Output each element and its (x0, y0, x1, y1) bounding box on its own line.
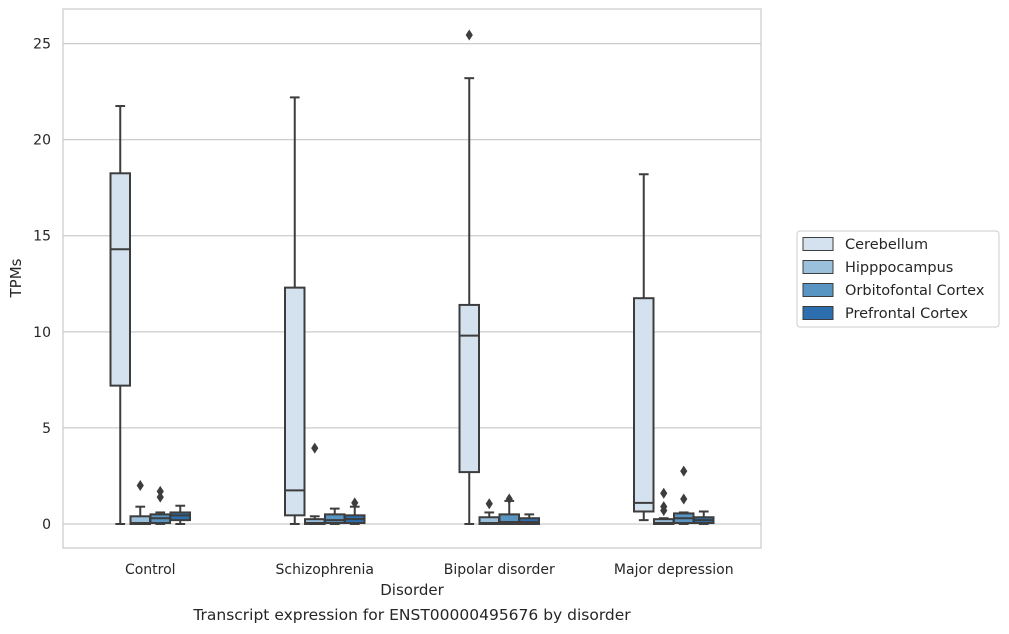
x-tick-label-2: Schizophrenia (276, 562, 374, 578)
box-cerebellum-control (109, 105, 131, 525)
iqr-box (324, 513, 346, 525)
box-cerebellum-schizophrenia (284, 96, 306, 525)
y-tick-label-5: 5 (42, 421, 51, 437)
legend: Cerebellum Hipppocampus Orbitofontal Corte… (796, 230, 1000, 328)
x-axis-ticks: Control Schizophrenia Bipolar disorder Majo… (125, 562, 734, 578)
legend-item-hipppocampus-swatch (802, 260, 834, 274)
outlier-point-1 (351, 497, 359, 509)
legend-frame (796, 230, 1000, 328)
iqr-box (633, 297, 655, 513)
y-tick-label-15: 15 (33, 229, 51, 245)
box-cerebellum-bipolar-disorder (458, 29, 480, 525)
x-axis-label: Disorder (380, 581, 444, 599)
box-hipppocampus-schizophrenia (304, 442, 326, 525)
legend-item-cerebellum-label: Cerebellum (845, 237, 928, 253)
y-tick-label-0: 0 (42, 517, 51, 533)
legend-item-prefrontal-cortex-label: Prefrontal Cortex (845, 306, 968, 322)
y-tick-label-25: 25 (33, 37, 51, 53)
box-orbitofontal-cortex-control (149, 485, 171, 525)
grid-lines (63, 42, 761, 525)
iqr-box (284, 286, 306, 517)
outlier-point-1 (156, 491, 164, 503)
outlier-point-3 (660, 487, 668, 499)
box-prefrontal-cortex-bipolar-disorder (518, 513, 540, 525)
legend-item-prefrontal-cortex-swatch (802, 306, 834, 320)
box-orbitofontal-cortex-bipolar-disorder (498, 493, 520, 525)
y-tick-label-20: 20 (33, 133, 51, 149)
plot-frame (62, 8, 762, 549)
legend-item-orbitofontal-cortex-label: Orbitofontal Cortex (845, 283, 985, 299)
box-prefrontal-cortex-schizophrenia (344, 497, 366, 525)
box-hipppocampus-major-depression (653, 487, 675, 525)
legend-item-hipppocampus-label: Hipppocampus (845, 260, 953, 276)
plot-marks (109, 29, 715, 525)
outlier-point-1 (465, 29, 473, 41)
x-tick-label-4: Major depression (614, 562, 734, 578)
legend-item-orbitofontal-cortex-swatch (802, 283, 834, 297)
iqr-box (109, 172, 131, 387)
y-axis-label: TPMs (7, 258, 25, 298)
outlier-point-2 (156, 485, 164, 497)
box-prefrontal-cortex-control (169, 504, 191, 525)
outlier-point-1 (485, 498, 493, 510)
box-prefrontal-cortex-major-depression (693, 510, 715, 525)
outlier-point-2 (680, 465, 688, 477)
box-hipppocampus-bipolar-disorder (478, 498, 500, 525)
outlier-point-1 (311, 442, 319, 454)
box-orbitofontal-cortex-schizophrenia (324, 507, 346, 525)
iqr-box (458, 303, 480, 474)
x-tick-label-3: Bipolar disorder (444, 562, 555, 578)
outlier-point-2 (660, 501, 668, 513)
box-hipppocampus-control (129, 480, 151, 525)
chart-caption: Transcript expression for ENST0000049567… (193, 606, 631, 624)
y-axis-ticks: 0 5 10 15 20 25 (33, 37, 51, 533)
outlier-point-1 (505, 493, 513, 505)
box-orbitofontal-cortex-major-depression (673, 465, 695, 525)
outlier-point-1 (680, 493, 688, 505)
legend-item-cerebellum-swatch (802, 237, 834, 251)
box-cerebellum-major-depression (633, 173, 655, 522)
y-tick-label-10: 10 (33, 325, 51, 341)
outlier-point-1 (136, 480, 144, 492)
x-tick-label-1: Control (125, 562, 176, 578)
